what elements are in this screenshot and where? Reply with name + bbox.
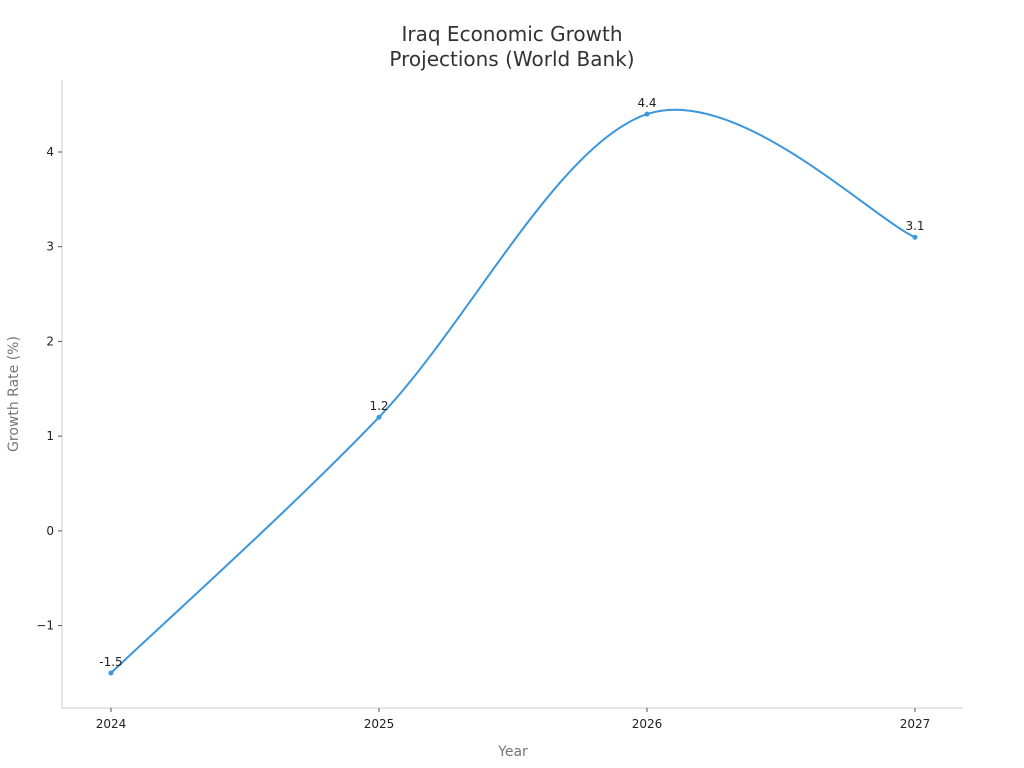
data-point <box>108 670 114 676</box>
x-axis-ticks: 2024 2025 2026 2027 <box>96 708 931 731</box>
data-label: 4.4 <box>637 96 656 110</box>
y-tick-label: 0 <box>46 524 54 538</box>
data-points <box>108 111 918 676</box>
chart-title-line-2: Projections (World Bank) <box>389 47 634 71</box>
data-point <box>644 111 650 117</box>
growth-series-line <box>110 108 916 674</box>
y-tick-label: 2 <box>46 334 54 348</box>
y-tick-label: 4 <box>46 145 54 159</box>
data-label: 3.1 <box>905 219 924 233</box>
data-labels: -1.5 1.2 4.4 3.1 <box>99 96 924 669</box>
y-tick-label: 1 <box>46 429 54 443</box>
x-tick-label: 2025 <box>364 717 395 731</box>
data-label: -1.5 <box>99 655 122 669</box>
y-axis-label: Growth Rate (%) <box>6 336 22 452</box>
x-axis-label: Year <box>497 744 528 760</box>
data-point <box>376 414 382 420</box>
y-tick-label: −1 <box>36 619 54 633</box>
x-tick-label: 2026 <box>632 717 663 731</box>
x-tick-label: 2024 <box>96 717 127 731</box>
y-axis-ticks: −1 0 1 2 3 4 <box>36 145 62 633</box>
y-tick-label: 3 <box>46 240 54 254</box>
x-tick-label: 2027 <box>900 717 931 731</box>
data-point <box>912 234 918 240</box>
chart-title-line-1: Iraq Economic Growth <box>402 22 623 46</box>
data-label: 1.2 <box>369 399 388 413</box>
